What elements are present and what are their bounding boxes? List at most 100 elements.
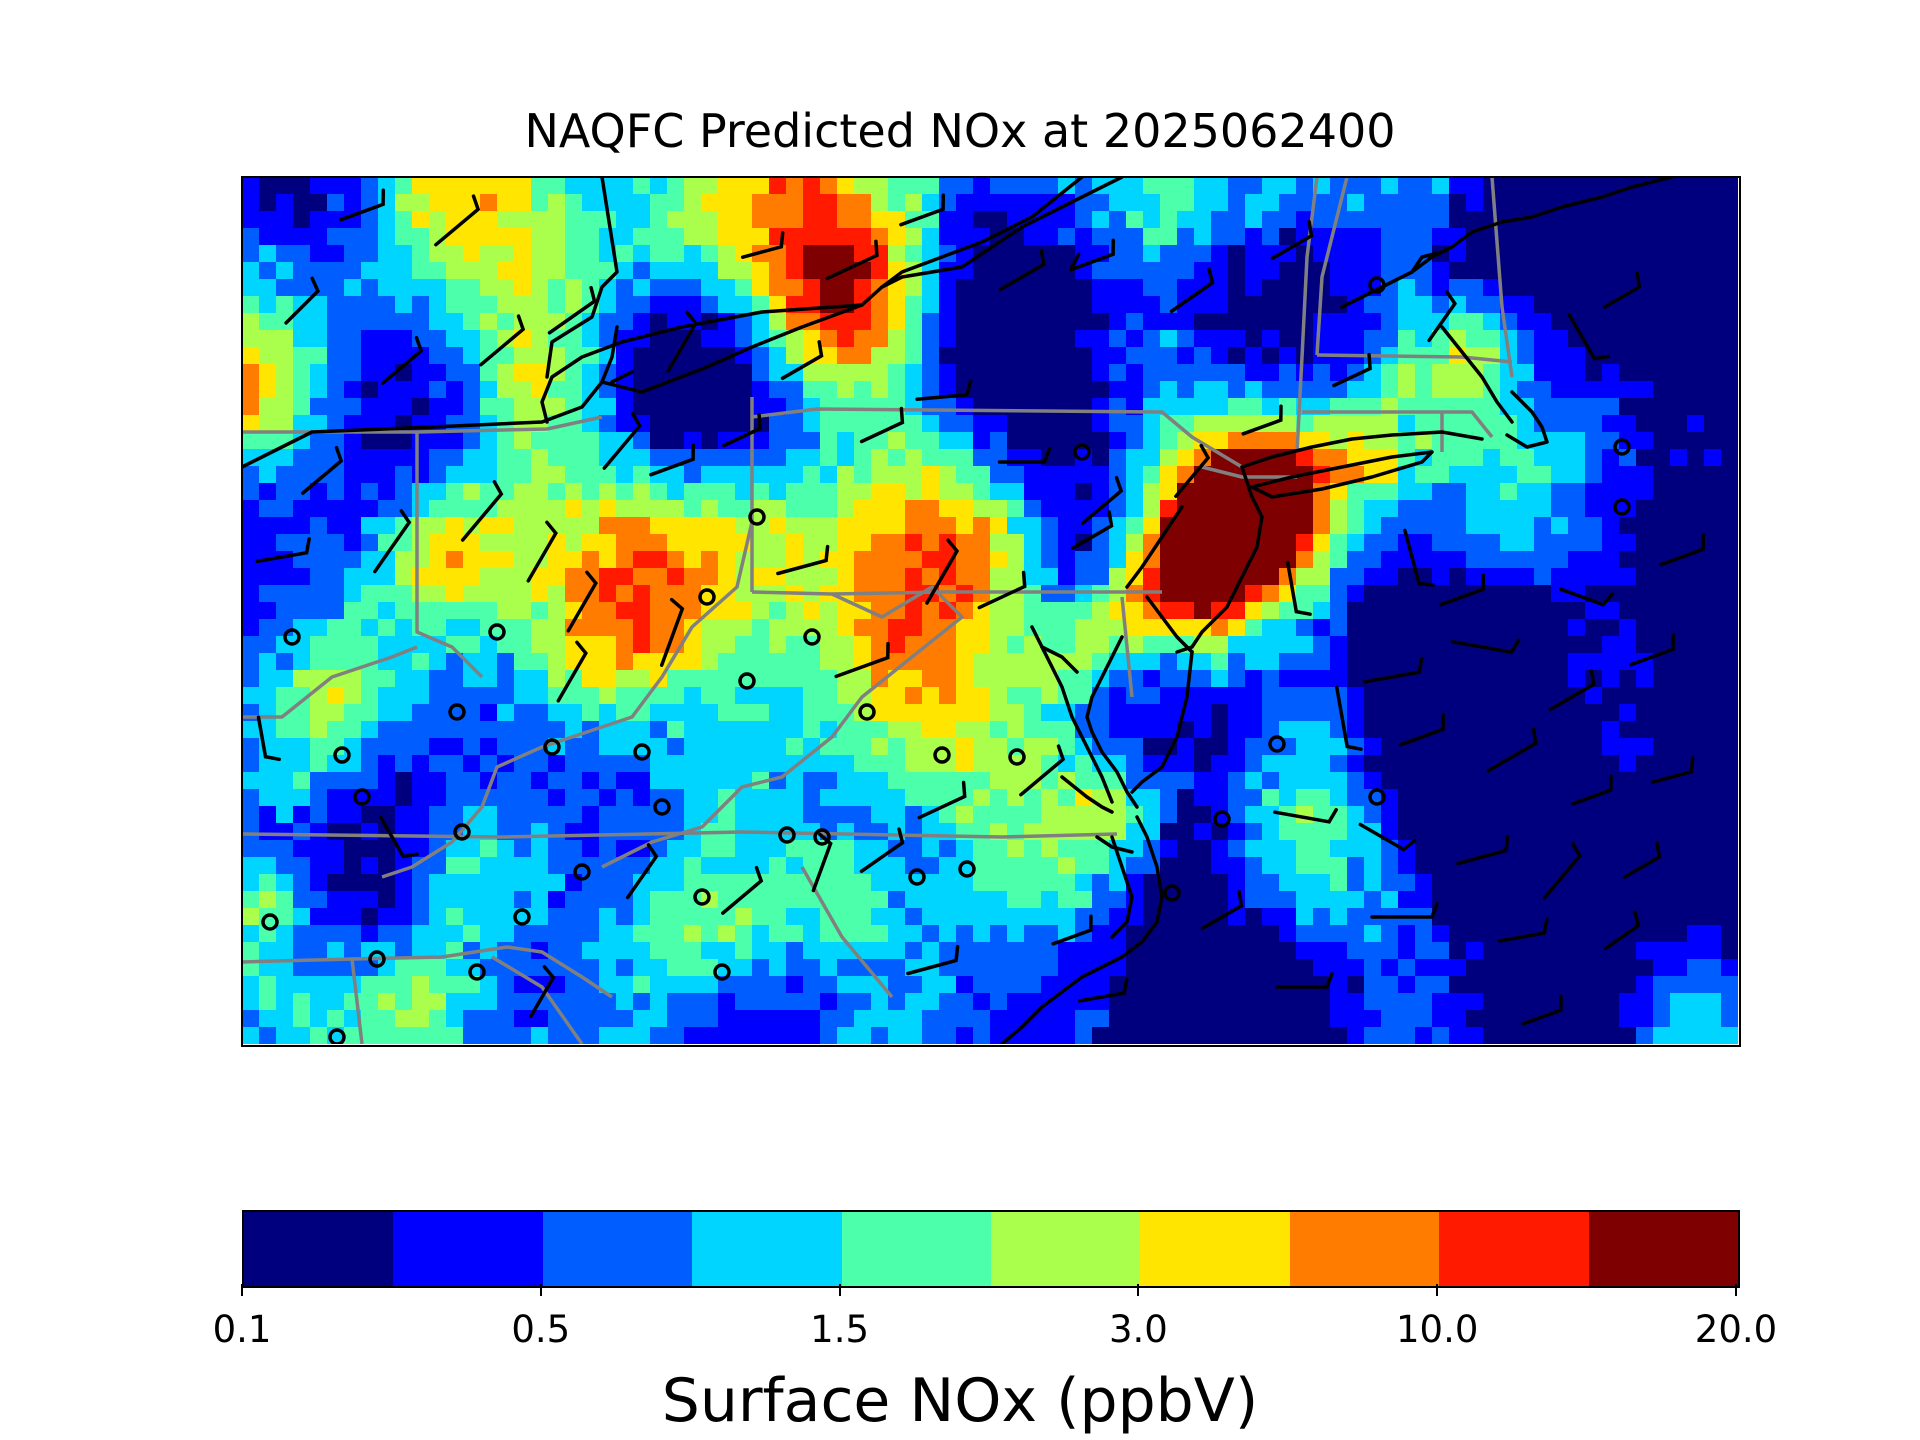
- nox-grid-cell: [752, 721, 770, 739]
- nox-grid-cell: [361, 874, 379, 892]
- nox-grid-cell: [1245, 585, 1263, 603]
- nox-grid-cell: [820, 602, 838, 620]
- nox-grid-cell: [1364, 381, 1382, 399]
- colorbar-tick-label: 0.1: [212, 1308, 272, 1351]
- nox-grid-cell: [514, 772, 532, 790]
- nox-grid-cell: [1194, 211, 1212, 229]
- nox-grid-cell: [1024, 942, 1042, 960]
- nox-grid-cell: [1177, 313, 1195, 331]
- nox-grid-cell: [242, 772, 260, 790]
- nox-grid-cell: [1619, 755, 1637, 773]
- nox-grid-cell: [1041, 942, 1059, 960]
- nox-grid-cell: [599, 1010, 617, 1028]
- nox-grid-cell: [667, 891, 685, 909]
- nox-grid-cell: [1653, 228, 1671, 246]
- nox-grid-cell: [1432, 585, 1450, 603]
- coastlines-and-lakes: [242, 177, 1674, 1044]
- nox-grid-cell: [327, 925, 345, 943]
- nox-grid-cell: [667, 908, 685, 926]
- nox-grid-cell: [1568, 449, 1586, 467]
- nox-grid-cell: [1364, 228, 1382, 246]
- nox-grid-cell: [1211, 313, 1229, 331]
- wind-barb: [1571, 774, 1613, 806]
- nox-grid-cell: [1160, 551, 1178, 569]
- nox-grid-cell: [1126, 245, 1144, 263]
- nox-grid-cell: [1704, 704, 1722, 722]
- nox-grid-cell: [1296, 585, 1314, 603]
- nox-grid-cell: [786, 721, 804, 739]
- nox-grid-cell: [1415, 551, 1433, 569]
- nox-grid-cell: [1415, 993, 1433, 1011]
- nox-grid-cell: [616, 313, 634, 331]
- nox-grid-cell: [259, 602, 277, 620]
- nox-grid-cell: [1602, 602, 1620, 620]
- nox-grid-cell: [616, 585, 634, 603]
- nox-grid-cell: [1466, 993, 1484, 1011]
- nox-grid-cell: [1109, 500, 1127, 518]
- nox-grid-cell: [650, 976, 668, 994]
- nox-grid-cell: [956, 534, 974, 552]
- nox-grid-cell: [1619, 687, 1637, 705]
- nox-grid-cell: [1381, 194, 1399, 212]
- nox-grid-cell: [1602, 959, 1620, 977]
- nox-grid-cell: [1381, 415, 1399, 433]
- nox-grid-cell: [1466, 483, 1484, 501]
- nox-grid-cell: [1177, 619, 1195, 637]
- nox-grid-cell: [1398, 823, 1416, 841]
- nox-grid-cell: [1619, 942, 1637, 960]
- nox-grid-cell: [1636, 619, 1654, 637]
- nox-grid-cell: [1075, 908, 1093, 926]
- nox-grid-cell: [1245, 619, 1263, 637]
- nox-grid-cell: [293, 245, 311, 263]
- nox-grid-cell: [565, 245, 583, 263]
- nox-grid-cell: [735, 398, 753, 416]
- nox-grid-cell: [378, 840, 396, 858]
- nox-grid-cell: [1296, 347, 1314, 365]
- colorbar-tick: [1735, 1284, 1737, 1296]
- nox-grid-cell: [344, 874, 362, 892]
- nox-grid-cell: [1466, 959, 1484, 977]
- nox-grid-cell: [1007, 381, 1025, 399]
- nox-grid-cell: [1007, 942, 1025, 960]
- nox-grid-cell: [310, 840, 328, 858]
- nox-grid-cell: [871, 840, 889, 858]
- nox-grid-cell: [531, 262, 549, 280]
- nox-grid-cell: [1058, 279, 1076, 297]
- nox-grid-cell: [718, 517, 736, 535]
- nox-grid-cell: [1721, 228, 1738, 246]
- nox-grid-cell: [497, 636, 515, 654]
- nox-grid-cell: [1585, 228, 1603, 246]
- nox-grid-cell: [276, 670, 294, 688]
- colorbar-tick: [241, 1284, 243, 1296]
- nox-grid-cell: [922, 398, 940, 416]
- nox-grid-cell: [973, 806, 991, 824]
- nox-grid-cell: [871, 942, 889, 960]
- nox-grid-cell: [463, 585, 481, 603]
- nox-grid-cell: [1449, 500, 1467, 518]
- nox-grid-cell: [259, 432, 277, 450]
- nox-grid-cell: [1041, 313, 1059, 331]
- nox-grid-cell: [820, 993, 838, 1011]
- nox-grid-cell: [582, 1027, 600, 1044]
- nox-grid-cell: [718, 687, 736, 705]
- nox-grid-cell: [871, 755, 889, 773]
- nox-grid-cell: [769, 959, 787, 977]
- nox-grid-cell: [1585, 891, 1603, 909]
- nox-grid-cell: [531, 925, 549, 943]
- nox-grid-cell: [1449, 942, 1467, 960]
- nox-grid-cell: [939, 908, 957, 926]
- nox-grid-cell: [1143, 245, 1161, 263]
- nox-grid-cell: [361, 857, 379, 875]
- nox-grid-cell: [565, 211, 583, 229]
- nox-grid-cell: [633, 636, 651, 654]
- nox-grid-cell: [1364, 806, 1382, 824]
- nox-grid-cell: [1279, 942, 1297, 960]
- nox-grid-cell: [1670, 670, 1688, 688]
- nox-grid-cell: [1653, 585, 1671, 603]
- nox-grid-cell: [1415, 687, 1433, 705]
- nox-grid-cell: [1126, 432, 1144, 450]
- nox-grid-cell: [1024, 466, 1042, 484]
- nox-grid-cell: [1126, 738, 1144, 756]
- nox-grid-cell: [1449, 619, 1467, 637]
- nox-grid-cell: [1347, 517, 1365, 535]
